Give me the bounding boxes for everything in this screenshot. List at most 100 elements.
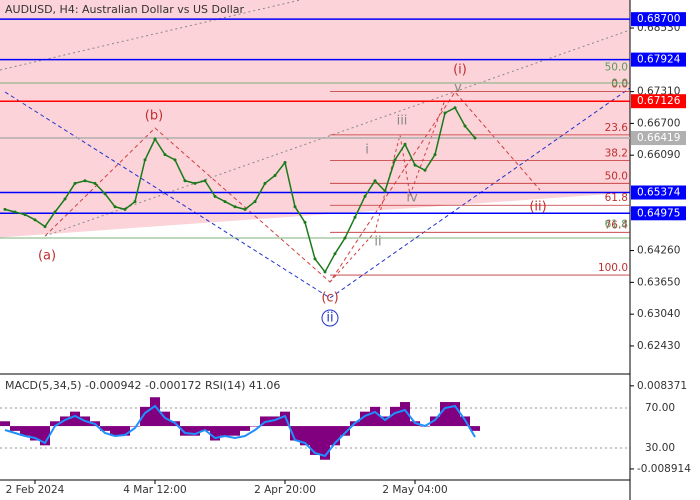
macd-bar (370, 406, 380, 427)
level-box (631, 12, 686, 27)
price-point (303, 220, 307, 224)
y-tick-label: 0.008371 (637, 380, 687, 392)
macd-bar (400, 402, 410, 427)
channel-line (44, 29, 631, 237)
macd-bar (440, 402, 450, 427)
y-tick-label: 0.66700 (637, 117, 680, 129)
price-point (193, 181, 197, 185)
price-point (323, 270, 327, 274)
macd-bar (390, 406, 400, 427)
rsi-line (4, 404, 476, 458)
price-point (143, 158, 147, 162)
price-point (413, 163, 417, 167)
level-box (631, 94, 686, 109)
wave-label: ii (326, 311, 333, 326)
x-tick-label: 4 Mar 12:00 (123, 484, 186, 496)
macd-bar (310, 426, 320, 455)
price-point (133, 200, 137, 204)
wave-label: iii (397, 114, 408, 129)
y-tick-label: 0.63040 (637, 308, 680, 320)
macd-bar (10, 426, 20, 431)
price-point (473, 136, 477, 140)
macd-bar (360, 411, 370, 427)
wave-line (329, 99, 446, 283)
x-tick-label: 2 May 04:00 (382, 484, 447, 496)
wave-label: (a) (38, 249, 56, 264)
price-point (343, 236, 347, 240)
price-point (53, 210, 57, 214)
fib-label: 61.8 (605, 218, 628, 230)
macd-bar (200, 426, 210, 431)
level-box (631, 131, 686, 146)
price-point (313, 257, 317, 261)
wave-label: (c) (321, 291, 338, 306)
level-label: 0.68700 (637, 13, 680, 25)
macd-bar (180, 426, 190, 436)
price-point (203, 179, 207, 183)
macd-bar (50, 421, 60, 427)
price-point (153, 137, 157, 141)
price-point (103, 192, 107, 196)
macd-bar (120, 426, 130, 436)
wave-line (4, 87, 631, 299)
price-point (23, 213, 27, 217)
y-tick-label: 0.66090 (637, 149, 680, 161)
level-label: 0.67126 (637, 95, 681, 107)
price-point (213, 194, 217, 198)
price-point (33, 218, 37, 222)
price-point (393, 158, 397, 162)
macd-bar (300, 426, 310, 446)
price-point (93, 181, 97, 185)
macd-bar (270, 416, 280, 427)
macd-bar (230, 426, 240, 436)
macd-bar (470, 426, 480, 431)
fib-label: 23.6 (605, 122, 629, 134)
price-point (63, 197, 67, 201)
macd-bar (320, 426, 330, 460)
wave-label: (i) (453, 63, 467, 78)
wave-label: v (454, 81, 462, 96)
price-point (453, 106, 457, 110)
fib-label: 61.8 (605, 192, 628, 204)
level-label: 0.65374 (637, 187, 681, 199)
price-point (13, 210, 17, 214)
macd-bar (30, 426, 40, 441)
level-box (631, 185, 686, 200)
macd-bar (0, 421, 10, 427)
price-point (403, 142, 407, 146)
price-point (3, 207, 7, 211)
macd-bar (280, 411, 290, 427)
zone-edge (0, 192, 631, 239)
channel-line (0, 0, 301, 71)
wave-label: i (365, 143, 369, 158)
wave-label: ii (374, 235, 381, 250)
price-point (83, 179, 87, 183)
price-point (263, 181, 267, 185)
y2-tick-label: 70.00 (645, 402, 675, 414)
price-point (293, 205, 297, 209)
x-tick-label: 2 Apr 20:00 (254, 484, 316, 496)
macd-bar (290, 426, 300, 441)
fib-label: 0.0 (611, 79, 628, 91)
macd-bar (190, 426, 200, 436)
price-point (113, 205, 117, 209)
macd-bar (430, 416, 440, 427)
price-point (43, 225, 47, 229)
price-point (173, 158, 177, 162)
price-point (223, 200, 227, 204)
wave-label: iv (406, 191, 418, 206)
price-point (383, 189, 387, 193)
level-label: 0.64975 (637, 207, 680, 219)
price-point (283, 160, 287, 164)
wave-circle (321, 309, 339, 327)
macd-bar (240, 426, 250, 431)
wave-label: (b) (145, 109, 163, 124)
macd-bar (380, 416, 390, 427)
macd-bar (70, 411, 80, 427)
macd-bar (250, 426, 260, 427)
fib-label: 50.0 (605, 61, 628, 73)
price-point (253, 200, 257, 204)
fib-label: 100.0 (598, 262, 628, 274)
y-tick-label: 0.64260 (637, 245, 680, 257)
